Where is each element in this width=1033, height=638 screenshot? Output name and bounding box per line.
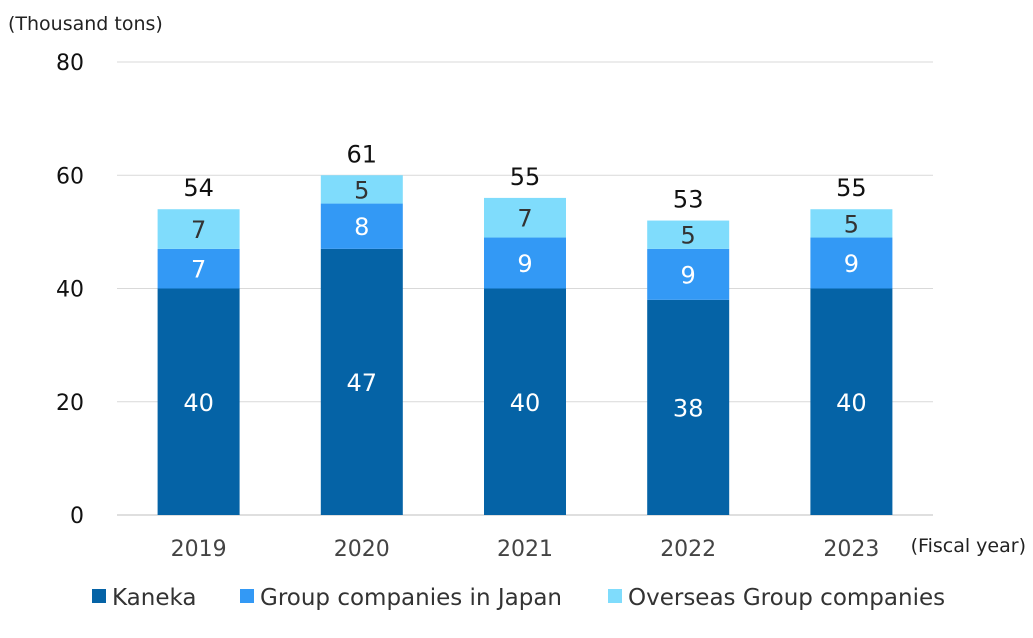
bar-segment-2020-1 bbox=[320, 248, 403, 516]
bar-segment-2021-3 bbox=[484, 197, 566, 238]
total-label: 53 bbox=[673, 186, 704, 214]
legend-swatch bbox=[240, 589, 254, 603]
data-label: 9 bbox=[681, 261, 696, 289]
data-label: 40 bbox=[183, 389, 214, 417]
y-tick-label: 40 bbox=[56, 278, 84, 303]
bar-segment-2020-2 bbox=[320, 203, 403, 249]
bar-segment-2022-2 bbox=[647, 248, 730, 300]
legend-item-label: Group companies in Japan bbox=[260, 585, 562, 611]
x-tick-label: 2019 bbox=[171, 537, 227, 562]
y-tick-label: 80 bbox=[56, 51, 84, 76]
bar-segment-2020-3 bbox=[320, 175, 403, 204]
data-label: 9 bbox=[517, 250, 532, 278]
x-tick-label: 2022 bbox=[660, 537, 716, 562]
data-label: 38 bbox=[673, 394, 704, 422]
x-tick-label: 2021 bbox=[497, 537, 553, 562]
total-label: 55 bbox=[836, 174, 867, 202]
legend-swatch bbox=[92, 589, 106, 603]
total-label: 61 bbox=[347, 140, 378, 168]
bar-segment-2022-1 bbox=[647, 299, 730, 515]
data-label: 7 bbox=[517, 205, 532, 233]
bar-segment-2019-1 bbox=[157, 288, 240, 515]
y-tick-label: 60 bbox=[56, 164, 84, 189]
bar-segment-2023-1 bbox=[810, 288, 893, 515]
x-axis-label: (Fiscal year) bbox=[911, 535, 1026, 557]
legend: Kaneka Group companies in Japan Overseas G… bbox=[92, 585, 945, 611]
data-label: 7 bbox=[191, 216, 206, 244]
bar-segment-2023-2 bbox=[810, 237, 893, 289]
bar-segment-2021-2 bbox=[484, 237, 566, 289]
x-tick-label: 2023 bbox=[823, 537, 879, 562]
data-label: 9 bbox=[844, 250, 859, 278]
data-label: 7 bbox=[191, 256, 206, 284]
legend-item-label: Kaneka bbox=[112, 585, 197, 611]
bars bbox=[157, 175, 893, 516]
data-label: 5 bbox=[844, 210, 859, 238]
total-label: 54 bbox=[183, 174, 214, 202]
data-label: 5 bbox=[354, 176, 369, 204]
data-label: 5 bbox=[681, 222, 696, 250]
data-label: 8 bbox=[354, 213, 369, 241]
data-label: 40 bbox=[510, 389, 541, 417]
y-axis-label: (Thousand tons) bbox=[8, 13, 163, 35]
data-label: 40 bbox=[836, 389, 867, 417]
legend-swatch bbox=[608, 589, 622, 603]
data-label: 47 bbox=[347, 369, 378, 397]
x-tick-label: 2020 bbox=[334, 537, 390, 562]
total-label: 55 bbox=[510, 163, 541, 191]
bar-segment-2023-3 bbox=[810, 209, 893, 238]
data-labels: 40 7 7 54 2019 47 8 5 61 2020 40 9 7 55 2021 38 9 5 53 2022… bbox=[171, 140, 880, 562]
bar-segment-2021-1 bbox=[484, 288, 566, 515]
legend-item-label: Overseas Group companies bbox=[628, 585, 945, 611]
y-tick-label: 0 bbox=[70, 504, 84, 529]
bar-segment-2019-3 bbox=[157, 209, 240, 249]
bar-segment-2022-3 bbox=[647, 220, 730, 249]
bar-segment-2019-2 bbox=[157, 248, 240, 289]
y-tick-label: 20 bbox=[56, 391, 84, 416]
